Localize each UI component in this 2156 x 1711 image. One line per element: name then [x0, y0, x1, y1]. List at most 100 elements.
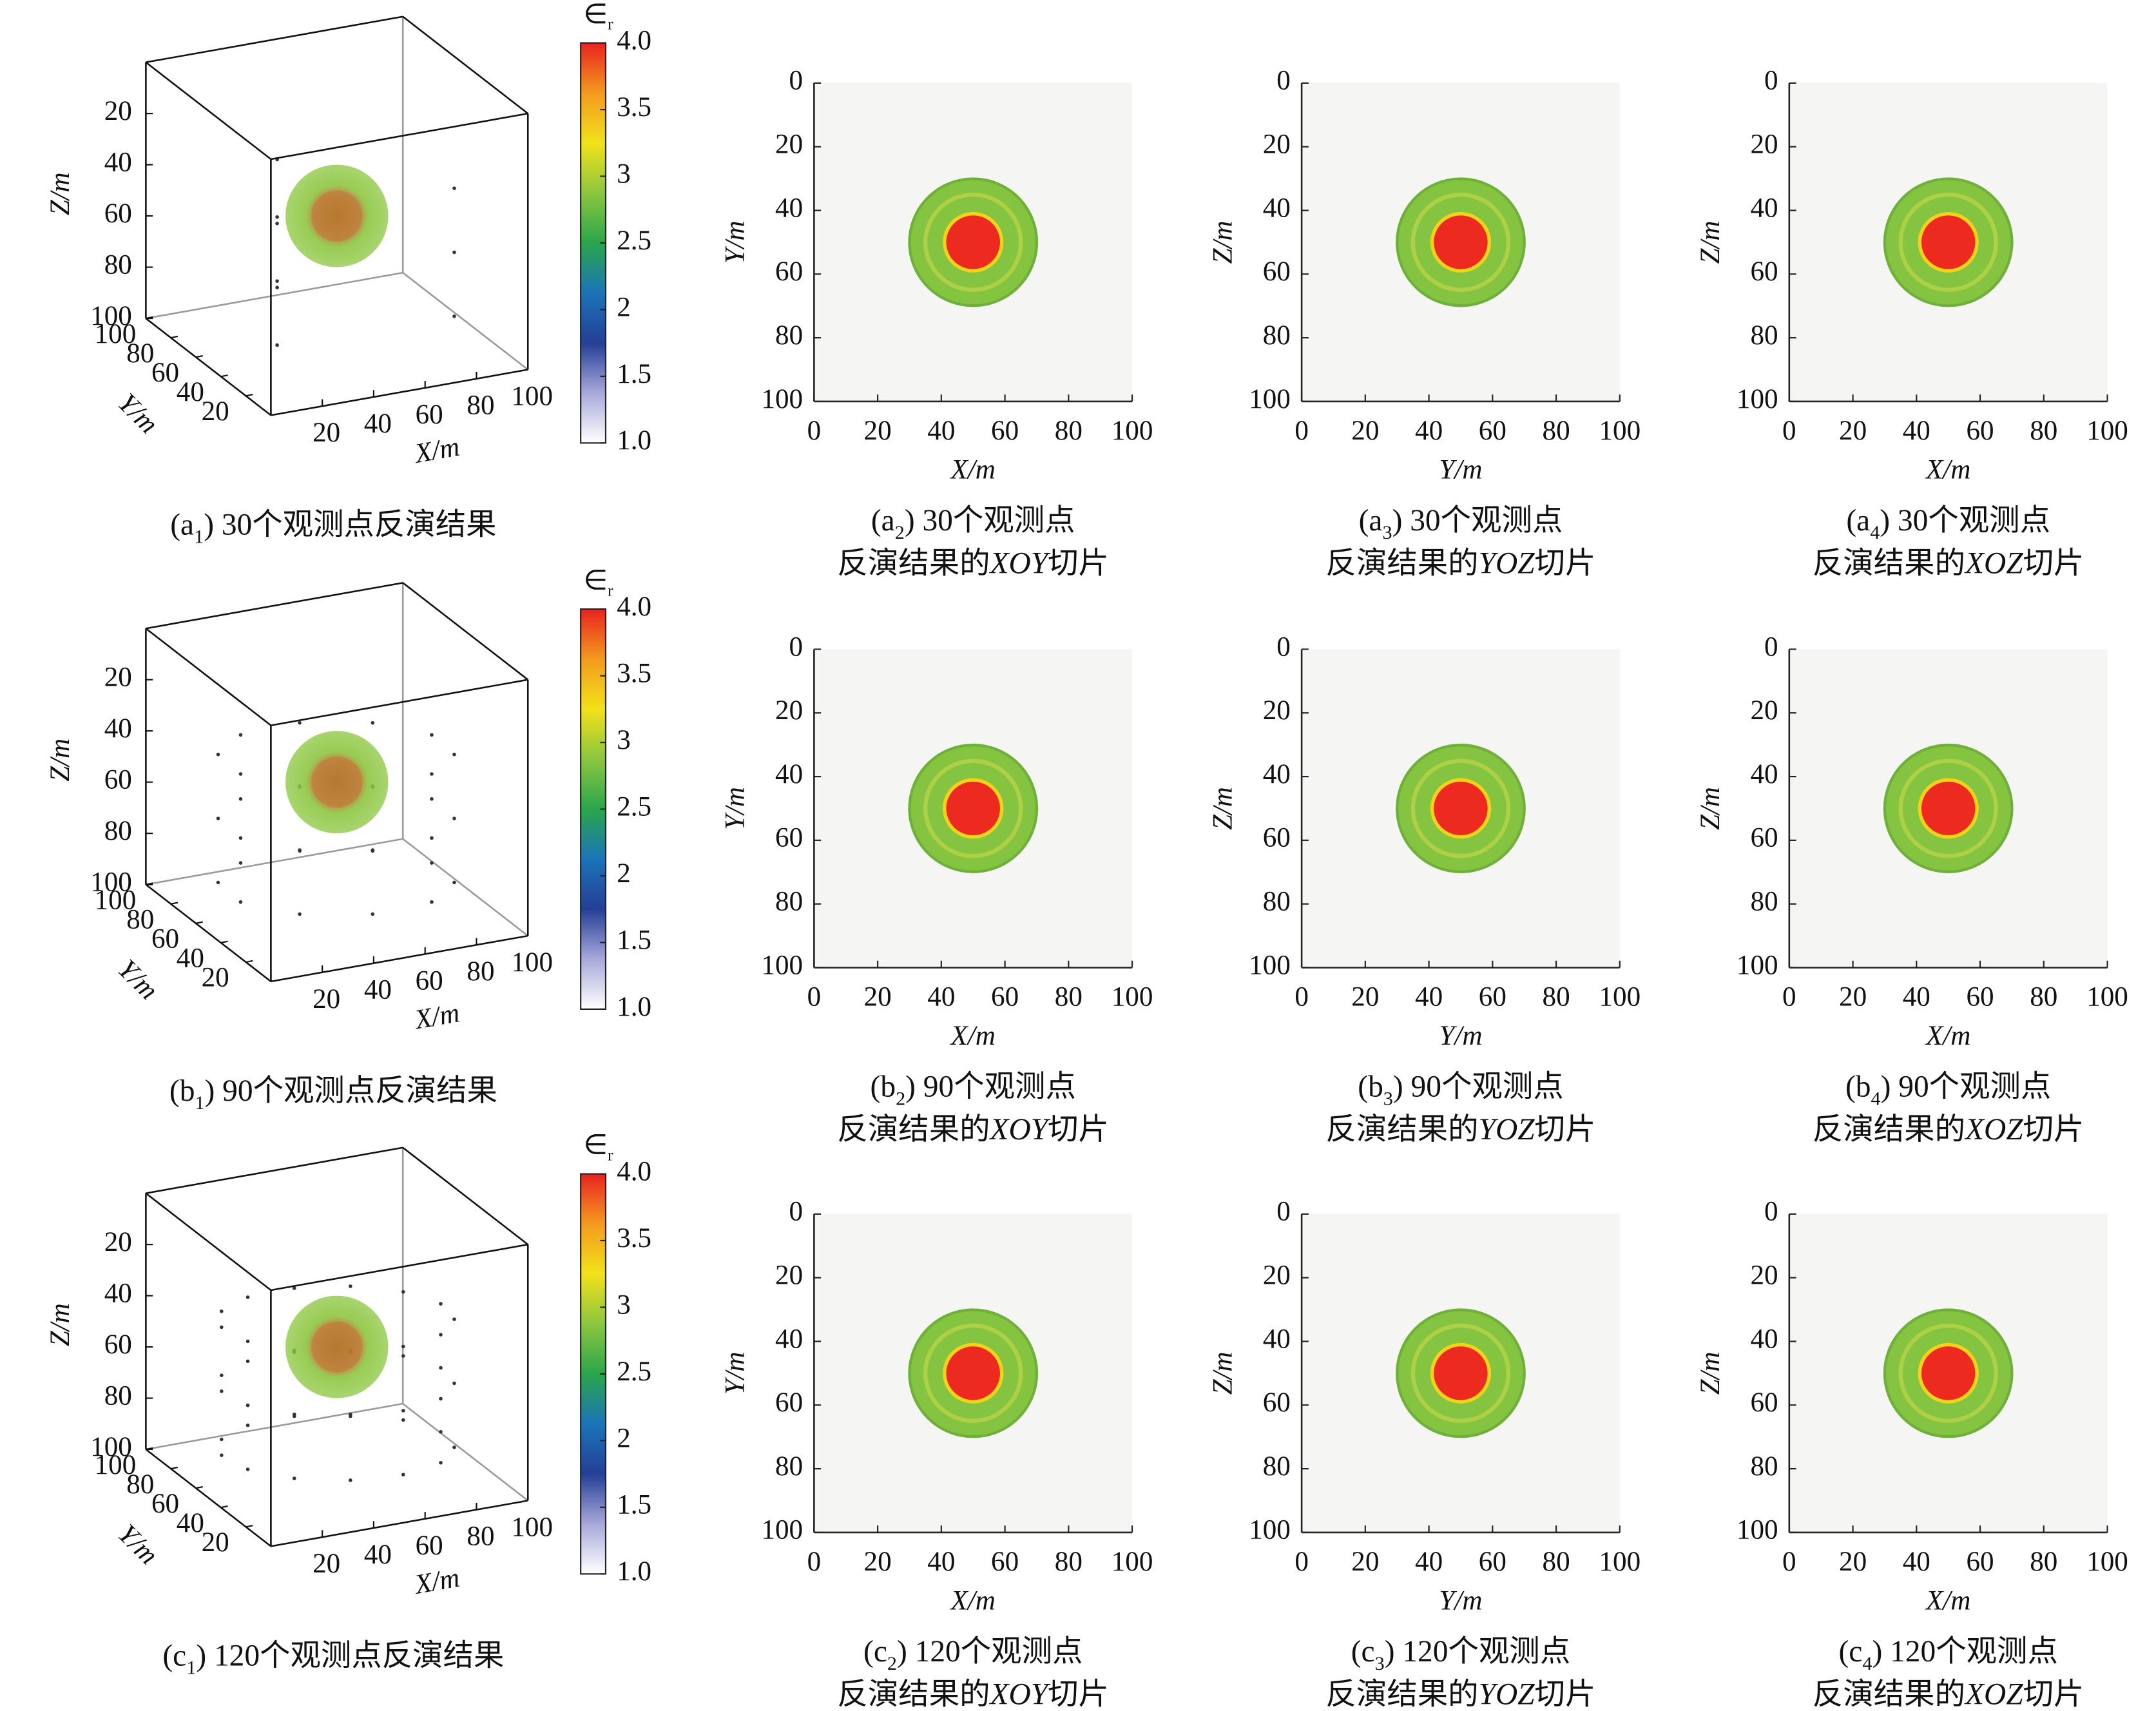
y-tick-label: 20: [202, 963, 229, 993]
x-tick-label: 0: [807, 1547, 822, 1577]
y-tick-label: 60: [775, 823, 803, 853]
caption-line1-part: 4: [1870, 521, 1880, 543]
x-tick-label: 20: [864, 1547, 892, 1577]
y-tick: [220, 1505, 228, 1509]
x-tick-label: 20: [1351, 982, 1379, 1012]
observation-point: [349, 1284, 352, 1288]
x-tick-label: 60: [991, 982, 1019, 1012]
z-axis-label: Z/m: [45, 1303, 75, 1346]
y-tick-label: 80: [1263, 1451, 1291, 1482]
anomaly-ring: [923, 192, 1023, 292]
cube-edge: [402, 1146, 529, 1246]
y-tick-label: 80: [1750, 320, 1778, 351]
z-tick-label: 60: [104, 765, 132, 795]
y-tick-label: 100: [1249, 950, 1291, 980]
y-tick-label: 100: [95, 885, 137, 915]
y-tick-label: 80: [126, 338, 154, 369]
caption-line2-part: 反演结果的: [1813, 1677, 1965, 1711]
caption-line1: (a3) 30个观测点: [1359, 504, 1563, 543]
observation-point: [430, 900, 434, 904]
colorbar-label: ∈r: [583, 0, 613, 34]
y-tick-label: 20: [775, 130, 803, 160]
colorbar-tick-label: 4.0: [617, 592, 651, 622]
x-axis-label: X/m: [411, 1563, 462, 1601]
observation-point: [216, 752, 220, 757]
y-tick-label: 40: [177, 1508, 204, 1538]
x-tick-label: 60: [1479, 1547, 1506, 1577]
y-axis-label: Z/m: [1208, 1351, 1238, 1395]
y-tick-label: 80: [775, 1451, 803, 1482]
x-tick-label: 100: [1112, 1547, 1153, 1577]
observation-point: [238, 733, 243, 737]
y-tick-label: 0: [789, 66, 804, 96]
observation-point: [452, 314, 456, 318]
observation-point: [401, 1344, 405, 1349]
colorbar-tick-label: 2.5: [617, 226, 651, 256]
observation-point: [238, 772, 243, 776]
caption-line1-part: 4: [1862, 1652, 1872, 1674]
x-axis-label: Y/m: [1439, 454, 1482, 485]
x-tick-label: 60: [1967, 982, 1994, 1012]
caption-part: ) 30个观测点反演结果: [204, 508, 496, 541]
colorbar-tick-label: 3.5: [617, 92, 651, 122]
anomaly-inner: [1918, 1342, 1979, 1404]
cube-edge: [402, 15, 529, 115]
observation-point: [245, 1339, 250, 1344]
x-tick-label: 20: [1839, 416, 1867, 446]
caption-line1: (a2) 30个观测点: [871, 504, 1075, 543]
anomaly-inner: [1430, 1342, 1492, 1404]
x-tick-label: 20: [1351, 1547, 1379, 1577]
x-tick-label: 60: [991, 1547, 1019, 1577]
x-tick-label: 80: [2030, 416, 2057, 446]
caption-line1-part: (c: [1351, 1635, 1375, 1668]
anomaly-ring: [1410, 759, 1511, 858]
z-tick-label: 60: [104, 1329, 132, 1360]
x-axis-label: X/m: [411, 432, 462, 470]
cube-edge: [145, 628, 272, 726]
observation-point: [452, 752, 456, 757]
x-tick-label: 100: [2086, 982, 2128, 1012]
colorbar-tick-label: 2: [617, 858, 631, 889]
observation-point: [275, 285, 279, 289]
caption-line2-part: 反演结果的: [1325, 546, 1478, 580]
x-axis-label: X/m: [1925, 454, 1970, 485]
caption-line1-part: ) 30个观测点: [905, 504, 1075, 537]
y-tick: [170, 1466, 178, 1470]
caption-line1-part: (b: [1845, 1070, 1871, 1103]
y-tick-label: 40: [1263, 193, 1291, 223]
caption-line2-part: 反演结果的: [1325, 1677, 1478, 1711]
y-tick-label: 20: [1263, 130, 1291, 160]
x-tick-label: 100: [511, 382, 553, 412]
colorbar-tick-label: 1.5: [617, 1490, 651, 1520]
cube-edge: [402, 582, 529, 681]
x-tick-label: 60: [416, 965, 443, 996]
z-tick-label: 100: [90, 301, 132, 331]
caption-line1: (a4) 30个观测点: [1846, 504, 2050, 543]
x-tick-label: 40: [364, 409, 392, 439]
y-tick-label: 60: [775, 1387, 803, 1418]
observation-point: [439, 1333, 443, 1337]
x-tick-label: 0: [807, 416, 822, 446]
caption-line1: (b2) 90个观测点: [871, 1070, 1076, 1109]
x-tick-label: 40: [1415, 416, 1443, 446]
observation-point: [292, 1286, 296, 1290]
caption-part: (c: [162, 1639, 186, 1672]
x-axis-label: X/m: [1925, 1585, 1970, 1616]
caption-line1: (b4) 90个观测点: [1845, 1070, 2051, 1109]
caption-line1-part: (c: [863, 1635, 887, 1668]
x-tick-label: 0: [807, 982, 822, 1012]
z-tick-label: 80: [104, 249, 132, 280]
colorbar-label: ∈r: [583, 1130, 613, 1165]
y-tick-label: 80: [1263, 887, 1291, 917]
y-axis-label: Y/m: [111, 954, 164, 1005]
observation-point: [401, 1290, 405, 1294]
y-tick: [195, 1485, 203, 1489]
observation-point: [452, 1445, 456, 1449]
x-tick-label: 60: [991, 416, 1019, 446]
x-tick-label: 60: [1479, 416, 1506, 446]
colorbar-tick-label: 1.5: [617, 925, 651, 955]
observation-point: [292, 1476, 296, 1480]
cube-edge: [145, 884, 272, 982]
y-tick-label: 60: [151, 924, 179, 954]
caption-part: 1: [186, 1656, 196, 1678]
